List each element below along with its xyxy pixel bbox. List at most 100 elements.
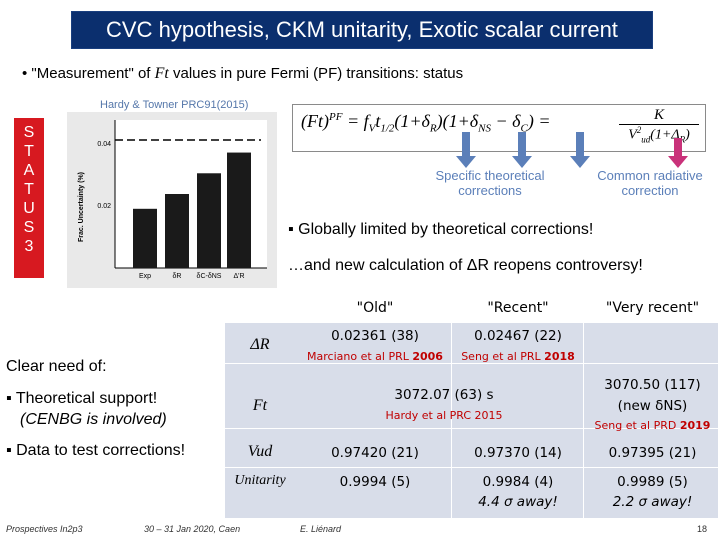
unit-very-recent: 0.9989 (5) [617, 474, 688, 490]
formula-lhs: (Ft) [301, 111, 329, 131]
formula-half: 1/2 [380, 122, 395, 135]
bars-group [133, 152, 251, 268]
den-v: V [628, 127, 637, 143]
specific-corrections-note: Specific theoretical corrections [435, 168, 545, 198]
globally-limited-text: ▪ Globally limited by theoretical correc… [288, 221, 594, 238]
status-vertical-label: S T A T U S 3 [14, 118, 44, 278]
footer-date: 30 – 31 Jan 2020, Caen [144, 524, 241, 534]
vud-recent: 0.97370 (14) [474, 445, 562, 461]
new-calculation-text: …and new calculation of ΔR reopens contr… [288, 257, 643, 274]
arrow-icon [668, 138, 688, 168]
formula-sup: PF [328, 111, 343, 123]
y-axis-label: Frac. Uncertainty (%) [78, 172, 85, 242]
row-label-delta: ΔR [250, 336, 270, 353]
status-letter: 3 [24, 238, 34, 255]
bullet-suffix: values in pure Fermi (PF) transitions: s… [168, 65, 464, 82]
formula-close: ) = [527, 111, 551, 131]
status-letter: S [23, 219, 35, 236]
support-line: ▪ Theoretical support! [6, 390, 158, 407]
hardy-towner-ref: Hardy & Towner PRC91(2015) [100, 99, 249, 111]
status-letter: T [24, 181, 34, 198]
header-recent: "Recent" [487, 300, 549, 316]
unit-recent: 0.9984 (4) [482, 474, 554, 490]
comparison-table: "Old" "Recent" "Very recent" ΔR 0.02361 … [225, 293, 720, 518]
bullet-ft: Ft [154, 65, 169, 82]
row-label-unitarity: Unitarity [234, 473, 286, 488]
ref-year: 2006 [412, 350, 443, 363]
ft-new-ref: Seng et al PRD 2019 [585, 419, 720, 432]
col-sep [583, 293, 584, 518]
x-tick-label: δR [173, 273, 182, 280]
delta-recent: 0.02467 (22) [474, 328, 562, 344]
common-correction-note: Common radiative correction [597, 168, 703, 198]
header-very-recent: "Very recent" [605, 300, 700, 316]
ft-new-value: 3070.50 (117) [604, 377, 701, 393]
row-label-vud: Vud [247, 443, 273, 460]
away-very-recent: 2.2 σ away! [612, 494, 693, 510]
ref-text: Marciano et al PRL [307, 350, 413, 363]
arrow-icon [456, 132, 476, 168]
arrow-icon [512, 132, 532, 168]
bar [133, 208, 157, 268]
den-ud: ud [641, 134, 651, 145]
x-tick-label: δC-δNS [197, 273, 222, 280]
page-number: 18 [697, 524, 708, 534]
footer-author: E. Liénard [300, 524, 342, 534]
fraction-denominator: V2ud(1+ΔR) [619, 124, 699, 144]
unit-old: 0.9994 (5) [339, 474, 411, 490]
tick-label: 0.02 [97, 203, 111, 210]
uncertainty-chart: 0.04 0.02 Frac. Uncertainty (%) Exp δR δ… [67, 112, 277, 288]
bar [197, 173, 221, 268]
row-bg [225, 429, 718, 467]
data-test-corrections: ▪ Data to test corrections! [6, 442, 186, 459]
arrow-icon [570, 132, 590, 168]
chart-svg: 0.04 0.02 Frac. Uncertainty (%) Exp δR δ… [78, 120, 267, 280]
row-label-ft: Ft [252, 397, 268, 414]
row-bg [225, 364, 718, 428]
ref-year: 2018 [544, 350, 575, 363]
row-bg [225, 323, 718, 363]
formula-c: C [520, 122, 528, 135]
footer-conference: Prospectives In2p3 [6, 524, 83, 534]
fraction-numerator: K [653, 107, 664, 123]
row-bg [225, 468, 718, 518]
formula-fraction: K V2ud(1+ΔR) [619, 107, 699, 144]
formula-terms: (1+δ [394, 111, 430, 131]
away-recent: 4.4 σ away! [478, 494, 558, 510]
slide-title: CVC hypothesis, CKM unitarity, Exotic sc… [71, 11, 653, 49]
formula-ns: NS [478, 122, 492, 135]
header-old: "Old" [356, 300, 394, 316]
den-close: ) [685, 127, 690, 143]
vud-old: 0.97420 (21) [331, 445, 419, 461]
den-tail: (1+Δ [650, 127, 680, 143]
status-letter: S [23, 124, 35, 141]
ref-text: Seng et al PRL [461, 350, 545, 363]
delta-old: 0.02361 (38) [331, 328, 419, 344]
x-tick-label: Exp [139, 273, 151, 280]
formula-text: (Ft)PF = fVt1/2(1+δR)(1+δNS − δC) = [301, 111, 551, 135]
formula-r: R [429, 122, 437, 135]
formula-plus: )(1+δ [436, 111, 479, 131]
formula-eq: = f [346, 111, 369, 131]
vud-very-recent: 0.97395 (21) [608, 445, 697, 461]
bar [227, 152, 251, 268]
den-r: R [679, 134, 686, 145]
ft-value: 3072.07 (63) s [394, 387, 494, 403]
status-letter: U [23, 200, 35, 217]
measurement-bullet: • "Measurement" of Ft values in pure Fer… [22, 65, 463, 83]
ref-year: 2019 [679, 419, 711, 432]
status-letter: T [24, 143, 34, 160]
formula-minus: − δ [491, 111, 521, 131]
bar [165, 194, 189, 268]
delta-recent-ref: Seng et al PRL 2018 [453, 350, 583, 363]
formula-arrows [456, 132, 688, 168]
x-tick-label: Δ'R [233, 273, 244, 280]
support-note: (CENBG is involved) [20, 411, 167, 428]
bullet-prefix: • "Measurement" of [22, 65, 155, 82]
row-sep [225, 363, 718, 364]
ft-new-note: (new δNS) [617, 398, 688, 414]
ft-formula: (Ft)PF = fVt1/2(1+δR)(1+δNS − δC) = K V2… [292, 104, 706, 152]
theoretical-support: ▪ Theoretical support! (CENBG is involve… [6, 388, 167, 430]
tick-label: 0.04 [97, 141, 111, 148]
col-sep [451, 293, 452, 518]
